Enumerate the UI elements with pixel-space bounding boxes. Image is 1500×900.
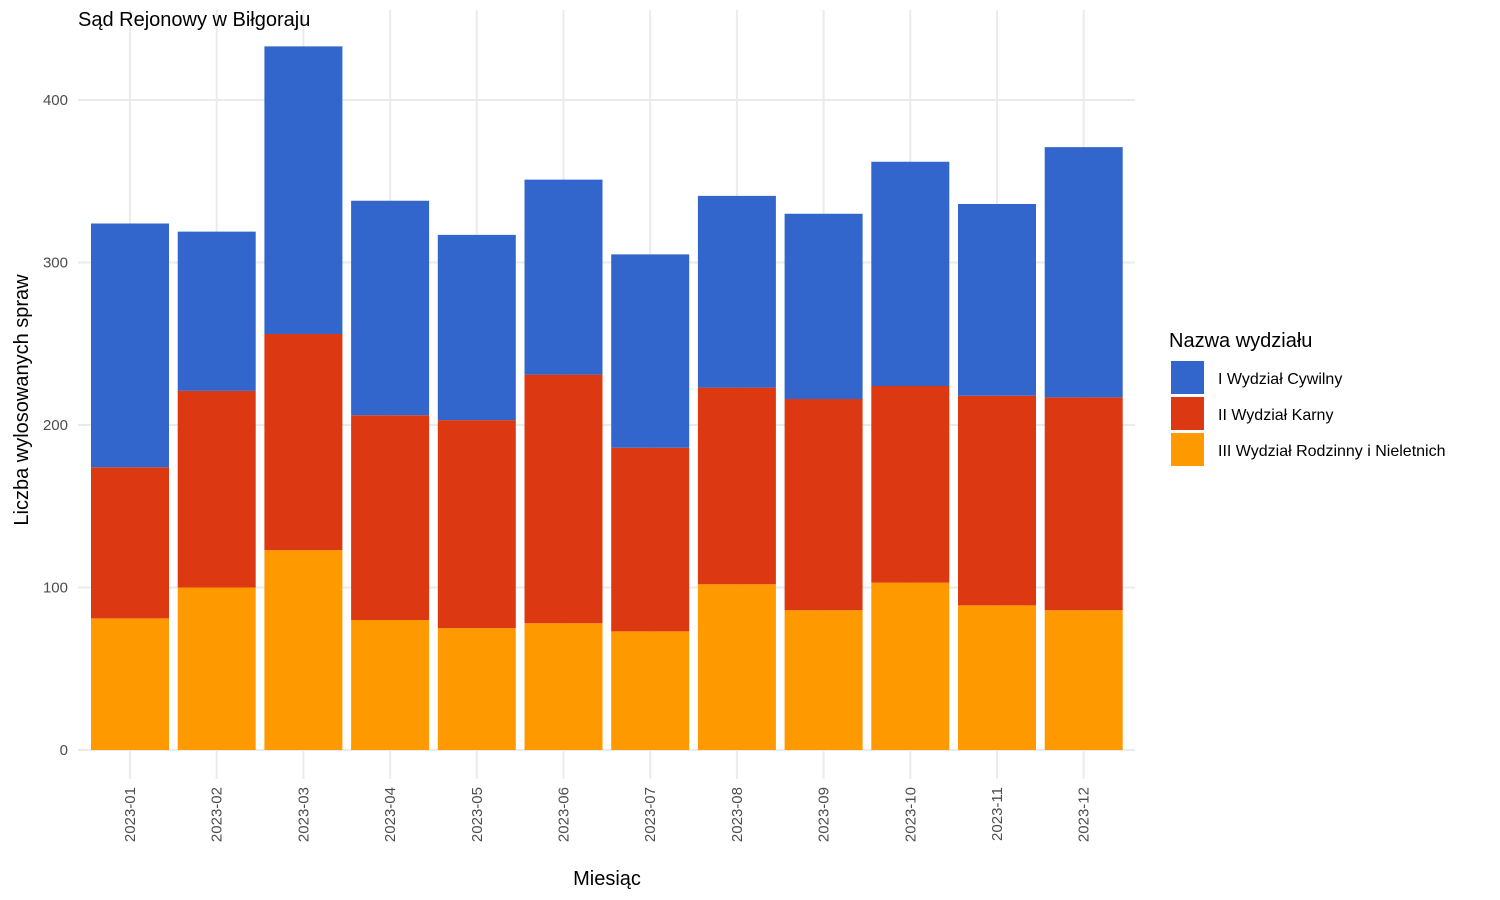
- bar-segment: [611, 254, 690, 448]
- bar-segment: [697, 584, 776, 750]
- y-axis-ticks: 0 100 200 300 400: [43, 92, 68, 759]
- y-tick-label: 400: [43, 92, 68, 109]
- y-tick-label: 100: [43, 580, 68, 597]
- bar-segment: [958, 605, 1036, 750]
- bar-segment: [871, 582, 950, 750]
- bar-segment: [784, 399, 863, 611]
- bar-segment: [784, 610, 863, 750]
- bar-segment: [351, 620, 430, 750]
- bar-segment: [177, 587, 256, 750]
- y-tick-label: 0: [60, 742, 68, 759]
- bar-segment: [784, 213, 863, 399]
- x-tick-label: 2023-10: [902, 787, 919, 842]
- x-tick-label: 2023-11: [989, 787, 1006, 841]
- legend-label: II Wydział Karny: [1218, 407, 1333, 424]
- legend-swatch: [1171, 397, 1204, 430]
- bar-segment: [437, 234, 516, 421]
- x-tick-label: 2023-02: [209, 787, 226, 842]
- x-tick-label: 2023-12: [1076, 787, 1093, 842]
- bar-segment: [177, 390, 256, 588]
- x-axis-ticks: 2023-01 2023-02 2023-03 2023-04 2023-05 2023-…: [122, 787, 1093, 842]
- bar-segment: [1044, 147, 1123, 398]
- bars: [91, 46, 1123, 750]
- x-tick-label: 2023-08: [729, 787, 746, 842]
- bar-segment: [437, 420, 516, 629]
- bar-segment: [611, 631, 690, 750]
- bar-segment: [351, 415, 430, 620]
- x-tick-label: 2023-04: [382, 787, 399, 842]
- bar-segment: [958, 204, 1036, 396]
- x-tick-label: 2023-06: [556, 787, 573, 842]
- bar-segment: [351, 200, 430, 416]
- y-axis-title: Liczba wylosowanych spraw: [11, 274, 33, 526]
- bar-segment: [697, 387, 776, 585]
- bar-segment: [264, 46, 343, 334]
- bar-segment: [871, 386, 950, 583]
- legend-label: III Wydział Rodzinny i Nieletnich: [1218, 443, 1446, 460]
- x-axis-title: Miesiąc: [573, 868, 641, 890]
- bar-segment: [91, 223, 169, 468]
- bar-segment: [871, 161, 950, 386]
- y-tick-label: 300: [43, 255, 68, 272]
- x-tick-label: 2023-03: [295, 787, 312, 842]
- legend-swatch: [1171, 361, 1204, 394]
- bar-segment: [524, 374, 603, 624]
- bar-segment: [437, 628, 516, 750]
- x-tick-label: 2023-09: [816, 787, 833, 842]
- legend-swatch: [1171, 433, 1204, 466]
- bar-segment: [91, 618, 169, 750]
- bar-segment: [958, 395, 1036, 606]
- legend-title: Nazwa wydziału: [1169, 330, 1312, 352]
- legend-label: I Wydział Cywilny: [1218, 371, 1342, 388]
- bar-segment: [524, 623, 603, 750]
- bar-segment: [264, 550, 343, 750]
- bar-segment: [1044, 610, 1123, 750]
- chart-title: Sąd Rejonowy w Biłgoraju: [78, 9, 310, 31]
- bar-segment: [91, 467, 169, 619]
- bar-segment: [177, 231, 256, 391]
- x-tick-label: 2023-07: [642, 787, 659, 842]
- legend: Nazwa wydziału I Wydział Cywilny II Wydzi…: [1169, 330, 1446, 466]
- bar-segment: [611, 447, 690, 632]
- bar-segment: [1044, 397, 1123, 611]
- bar-segment: [264, 334, 343, 551]
- x-tick-label: 2023-01: [122, 787, 139, 842]
- y-tick-label: 200: [43, 417, 68, 434]
- x-tick-label: 2023-05: [469, 787, 486, 842]
- bar-segment: [524, 179, 603, 375]
- bar-segment: [697, 195, 776, 388]
